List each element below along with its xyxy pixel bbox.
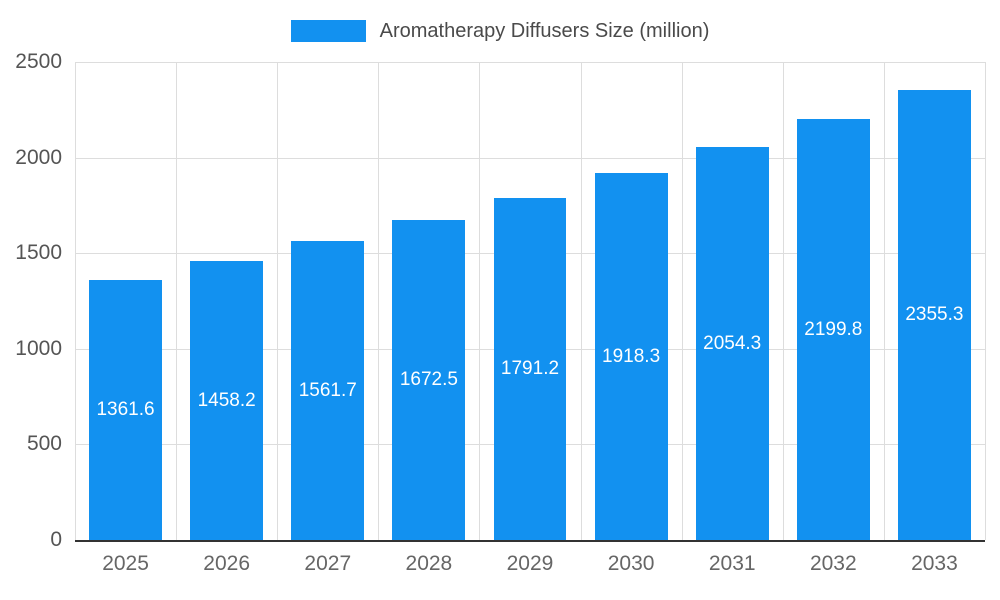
bar-2033[interactable]: 2355.3 xyxy=(898,89,971,540)
y-axis: 0 500 1000 1500 2000 2500 xyxy=(0,50,62,551)
x-gridline xyxy=(176,62,178,540)
x-tick-label: 2025 xyxy=(102,552,149,575)
y-tick-label: 1500 xyxy=(15,241,62,265)
bar-2026[interactable]: 1458.2 xyxy=(190,261,264,540)
legend-item[interactable]: Aromatherapy Diffusers Size (million) xyxy=(0,16,1000,46)
y-gridline xyxy=(75,62,985,63)
x-tick-label: 2028 xyxy=(405,552,453,575)
bar-2025[interactable]: 1361.6 xyxy=(89,279,162,540)
x-tick-label: 2026 xyxy=(203,552,251,575)
bar-2030[interactable]: 1918.3 xyxy=(594,173,668,540)
bar-value-label: 1918.3 xyxy=(602,345,661,367)
x-tick-label: 2033 xyxy=(911,552,958,575)
x-gridline xyxy=(75,62,76,540)
y-tick-label: 2500 xyxy=(15,50,62,73)
bar-2032[interactable]: 2199.8 xyxy=(796,119,870,540)
x-gridline xyxy=(681,62,683,540)
legend-swatch xyxy=(290,20,366,42)
plot-area: 1361.6 1458.2 1561.7 1672.5 1791.2 1918.3 2054… xyxy=(75,62,986,542)
x-gridline xyxy=(782,62,784,540)
bar-value-label: 1561.7 xyxy=(298,379,357,401)
x-gridline xyxy=(479,62,481,540)
bar-value-label: 1458.2 xyxy=(197,389,256,411)
x-tick-label: 2032 xyxy=(809,552,857,575)
bar-value-label: 1672.5 xyxy=(399,369,458,391)
x-gridline xyxy=(378,62,380,540)
x-tick-label: 2027 xyxy=(304,552,352,575)
y-tick-label: 500 xyxy=(26,432,62,456)
x-gridline xyxy=(985,62,986,540)
x-tick-label: 2031 xyxy=(708,552,756,575)
bar-value-label: 1791.2 xyxy=(500,357,560,379)
x-gridline xyxy=(883,62,885,540)
bar-value-label: 2199.8 xyxy=(804,318,863,340)
x-axis: 2025 2026 2027 2028 2029 2030 2031 2032 2033 xyxy=(75,552,985,588)
x-tick-label: 2030 xyxy=(607,552,655,575)
y-tick-label: 2000 xyxy=(15,145,62,169)
bar-2028[interactable]: 1672.5 xyxy=(392,220,466,540)
y-tick-label: 0 xyxy=(50,528,62,551)
bar-2027[interactable]: 1561.7 xyxy=(291,241,365,540)
x-gridline xyxy=(580,62,582,540)
bar-2029[interactable]: 1791.2 xyxy=(493,197,567,540)
bar-value-label: 2355.3 xyxy=(905,303,964,325)
bar-value-label: 2054.3 xyxy=(703,332,762,354)
y-tick-label: 1000 xyxy=(15,336,62,360)
bar-value-label: 1361.6 xyxy=(96,398,155,420)
y-gridline xyxy=(75,157,985,159)
x-tick-label: 2029 xyxy=(506,552,554,575)
bar-2031[interactable]: 2054.3 xyxy=(695,147,769,540)
x-gridline xyxy=(277,62,279,540)
legend-label: Aromatherapy Diffusers Size (million) xyxy=(379,19,710,42)
